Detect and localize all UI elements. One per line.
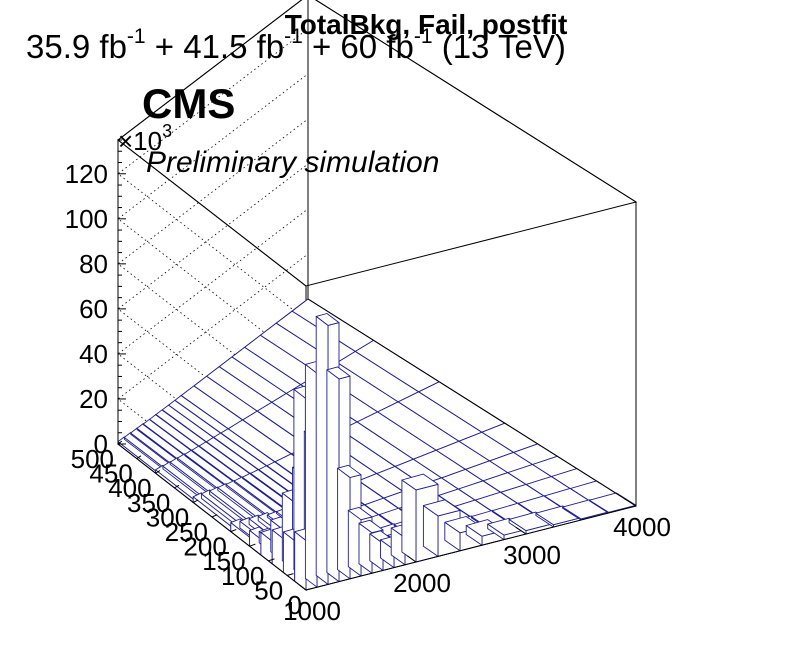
y-tick-label: 150 xyxy=(202,546,245,576)
x-tick-0 xyxy=(298,584,307,591)
x-tick-label: 1000 xyxy=(283,596,341,626)
z-multiplier: ×103 xyxy=(118,121,172,156)
y-tick-8 xyxy=(155,470,161,474)
z-tick-label: 80 xyxy=(79,249,108,279)
y-tick-label: 50 xyxy=(254,575,283,605)
x-tick-1 xyxy=(407,555,417,563)
z-gridline-5 xyxy=(117,73,309,366)
bars xyxy=(117,298,637,591)
lumi-part-1: 35.9 fb xyxy=(26,28,127,65)
y-tick-1 xyxy=(287,573,294,576)
bar-face-left xyxy=(315,315,329,585)
bar-face-top xyxy=(315,313,340,326)
z-gridline-6 xyxy=(117,28,309,321)
y-tick-label: 200 xyxy=(183,532,226,562)
y-tick-label: 300 xyxy=(146,502,189,532)
lumi-part-3: + 60 fb xyxy=(303,28,414,65)
y-tick-label: 0 xyxy=(288,590,302,620)
z-tick-label: 120 xyxy=(65,159,108,189)
z-multiplier-exp: 3 xyxy=(162,121,172,141)
z-gridline-2 xyxy=(117,208,309,501)
z-tick-label: 60 xyxy=(79,294,108,324)
y-tick-label: 450 xyxy=(89,459,132,489)
z-tick-label: 0 xyxy=(94,429,108,459)
z-gridline-4 xyxy=(117,118,309,411)
bar-face-top xyxy=(337,464,362,478)
y-tick-10 xyxy=(117,440,123,445)
y-tick-9 xyxy=(136,455,142,460)
y-tick-0 xyxy=(305,587,313,591)
bar-face-left xyxy=(294,531,307,591)
bar-face-left xyxy=(304,363,318,588)
bar-face-top xyxy=(487,517,527,536)
lumi-part-2: + 41.5 fb xyxy=(146,28,285,65)
bar-face-top xyxy=(422,499,461,517)
z-gridline-1 xyxy=(117,253,309,546)
x-tick-label: 3000 xyxy=(503,540,561,570)
bar-face-top xyxy=(326,366,351,380)
experiment-label: CMS xyxy=(142,80,235,127)
subtitle: Preliminary simulation xyxy=(146,146,439,179)
z-tick-label: 40 xyxy=(79,339,108,369)
bar-face-left xyxy=(401,479,417,563)
y-tick-label: 250 xyxy=(165,517,208,547)
y-tick-label: 100 xyxy=(221,561,264,591)
y-tick-label: 400 xyxy=(108,473,151,503)
x-tick-2 xyxy=(515,526,527,535)
chart-title: TotalBkg, Fail, postfit xyxy=(285,9,568,40)
y-tick-2 xyxy=(268,558,275,562)
y-tick-6 xyxy=(192,499,199,503)
y-tick-5 xyxy=(211,514,218,518)
x-tick-label: 2000 xyxy=(393,568,451,598)
z-multiplier-base: ×10 xyxy=(118,126,162,156)
y-tick-label: 350 xyxy=(127,488,170,518)
y-tick-label: 500 xyxy=(71,444,114,474)
y-tick-3 xyxy=(249,543,256,547)
x-tick-label: 4000 xyxy=(613,512,671,542)
bar-face-top xyxy=(401,473,439,491)
z-gridline-3 xyxy=(117,163,309,456)
ticks: 0204060801001201000200030004000050100150… xyxy=(65,139,671,626)
lumi-exp-3: -1 xyxy=(414,25,433,48)
front-edge-0 xyxy=(305,505,637,591)
x-tick-3 xyxy=(623,498,637,507)
bar-face-top xyxy=(347,506,373,521)
lumi-exp-2: -1 xyxy=(284,25,303,48)
lumi-exp-1: -1 xyxy=(127,25,146,48)
y-tick-7 xyxy=(174,484,180,489)
front-edge-2 xyxy=(307,298,637,507)
bar-0-14 xyxy=(487,517,527,541)
lumi-part-4: (13 TeV) xyxy=(433,28,566,65)
luminosity-label: 35.9 fb-1 + 41.5 fb-1 + 60 fb-1 (13 TeV) xyxy=(26,25,566,65)
y-tick-4 xyxy=(230,528,237,533)
z-tick-label: 100 xyxy=(65,204,108,234)
bar-face-top xyxy=(589,492,637,513)
top-frame xyxy=(117,0,638,287)
gridlines xyxy=(117,28,309,546)
z-tick-label: 20 xyxy=(79,384,108,414)
